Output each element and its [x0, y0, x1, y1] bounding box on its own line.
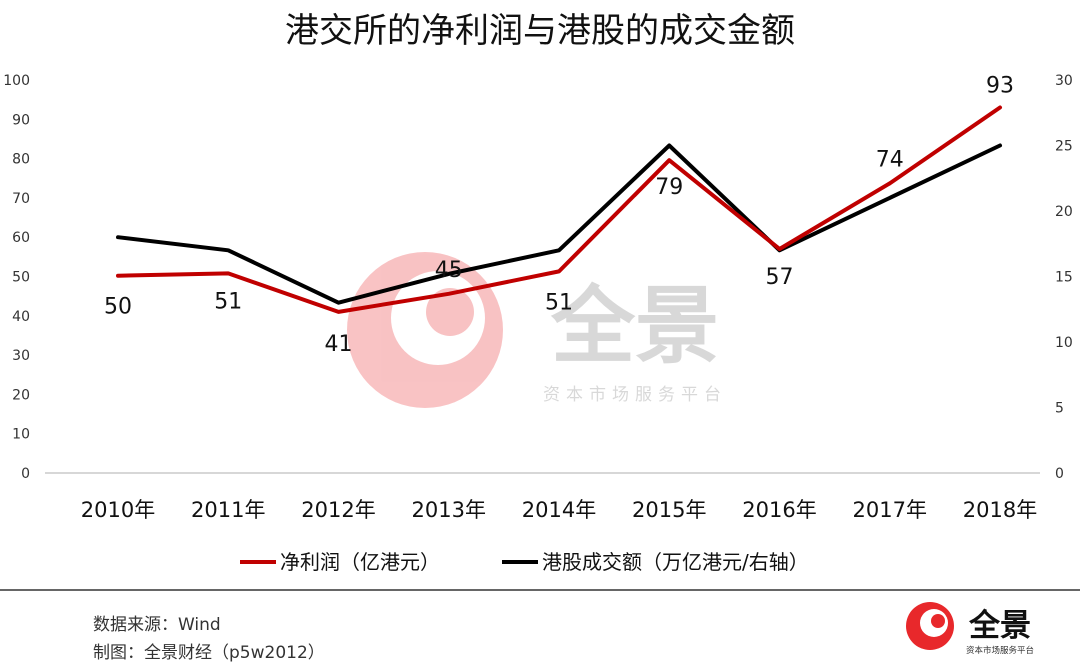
y-tick-label: 90 — [12, 112, 30, 128]
net-profit-series-line — [116, 105, 1002, 314]
x-tick-label: 2010年 — [81, 498, 155, 522]
y-tick-label: 70 — [12, 191, 30, 207]
x-tick-label: 2012年 — [301, 498, 375, 522]
x-tick-label: 2014年 — [522, 498, 596, 522]
data-label: 93 — [986, 74, 1014, 99]
y-tick-label: 60 — [12, 230, 30, 246]
series-layer — [116, 105, 1002, 314]
x-tick-label: 2018年 — [963, 498, 1037, 522]
y-tick-label: 10 — [12, 427, 30, 443]
x-tick-label: 2011年 — [191, 498, 265, 522]
y-tick-label: 40 — [12, 309, 30, 325]
data-labels: 50 51 41 45 51 79 57 74 93 — [104, 74, 1014, 357]
data-label: 50 — [104, 295, 132, 320]
chart-title: 港交所的净利润与港股的成交金额 — [285, 11, 795, 51]
x-tick-label: 2013年 — [412, 498, 486, 522]
y2-tick-label: 10 — [1055, 335, 1073, 351]
data-label: 79 — [655, 175, 683, 200]
data-label: 41 — [325, 332, 353, 357]
legend-label: 港股成交额（万亿港元/右轴） — [542, 550, 809, 574]
y-tick-label: 30 — [12, 348, 30, 364]
data-label: 74 — [876, 147, 904, 172]
y2-tick-label: 15 — [1055, 270, 1073, 286]
data-label: 51 — [545, 290, 573, 315]
watermark-tagline: 资本市场服务平台 — [543, 385, 727, 405]
data-label: 57 — [766, 265, 794, 290]
y-axis-right: 0 5 10 15 20 25 30 — [1055, 73, 1073, 482]
logo-tagline: 资本市场服务平台 — [966, 645, 1034, 656]
x-tick-label: 2016年 — [742, 498, 816, 522]
x-tick-label: 2017年 — [853, 498, 927, 522]
x-axis: 2010年 2011年 2012年 2013年 2014年 2015年 2016年 2017年… — [81, 498, 1037, 522]
y2-tick-label: 20 — [1055, 204, 1073, 220]
y-tick-label: 20 — [12, 387, 30, 403]
y2-tick-label: 30 — [1055, 73, 1073, 89]
y-tick-label: 80 — [12, 152, 30, 168]
data-label: 51 — [214, 289, 242, 314]
y-tick-label: 0 — [21, 466, 30, 482]
data-label: 45 — [435, 258, 463, 283]
y2-tick-label: 5 — [1055, 401, 1064, 417]
y-tick-label: 100 — [3, 73, 30, 89]
credit-note: 制图：全景财经（p5w2012） — [93, 643, 325, 663]
turnover-series-line — [116, 143, 1002, 305]
legend-label: 净利润（亿港元） — [280, 550, 440, 574]
x-tick-label: 2015年 — [632, 498, 706, 522]
source-note: 数据来源：Wind — [93, 615, 221, 635]
y-tick-label: 50 — [12, 270, 30, 286]
watermark-name: 全景 — [550, 277, 719, 375]
y2-tick-label: 0 — [1055, 466, 1064, 482]
logo-name: 全景 — [968, 608, 1031, 644]
y-axis-left: 0 10 20 30 40 50 60 70 80 90 100 — [3, 73, 30, 482]
legend: 净利润（亿港元） 港股成交额（万亿港元/右轴） — [240, 550, 809, 574]
y2-tick-label: 25 — [1055, 139, 1073, 155]
brand-logo: 全景 资本市场服务平台 — [906, 602, 1034, 656]
